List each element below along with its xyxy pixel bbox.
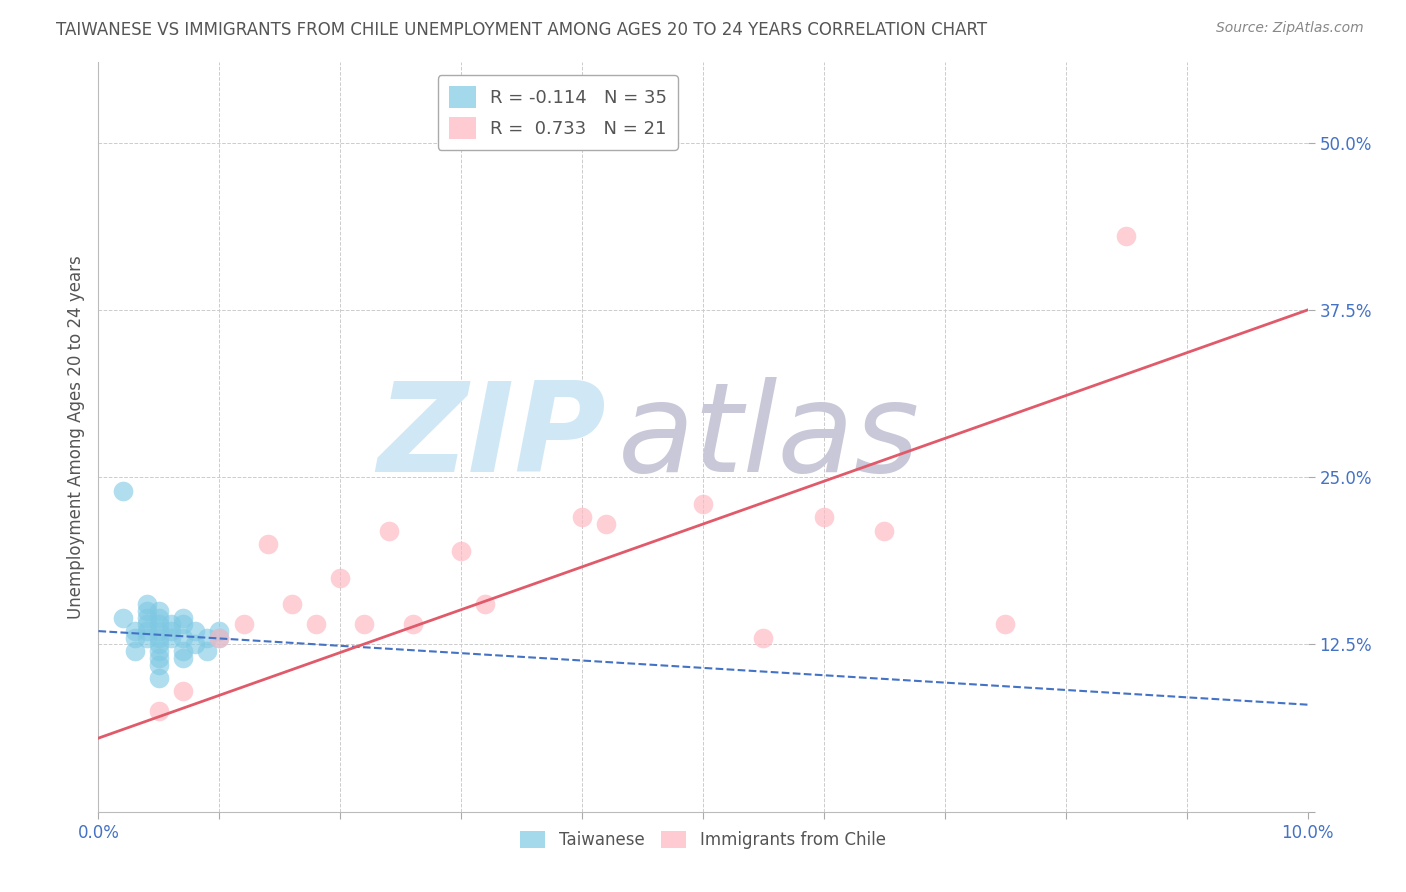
- Text: TAIWANESE VS IMMIGRANTS FROM CHILE UNEMPLOYMENT AMONG AGES 20 TO 24 YEARS CORREL: TAIWANESE VS IMMIGRANTS FROM CHILE UNEMP…: [56, 21, 987, 38]
- Point: [752, 631, 775, 645]
- Point: [184, 624, 207, 639]
- Point: [208, 624, 231, 639]
- Point: [571, 510, 593, 524]
- Point: [474, 598, 496, 612]
- Point: [184, 637, 207, 651]
- Point: [208, 631, 231, 645]
- Point: [148, 671, 170, 685]
- Point: [208, 631, 231, 645]
- Point: [111, 611, 134, 625]
- Point: [148, 624, 170, 639]
- Point: [124, 631, 146, 645]
- Point: [135, 617, 157, 632]
- Point: [256, 537, 278, 551]
- Point: [135, 624, 157, 639]
- Point: [148, 631, 170, 645]
- Point: [377, 524, 399, 538]
- Point: [124, 644, 146, 658]
- Text: Source: ZipAtlas.com: Source: ZipAtlas.com: [1216, 21, 1364, 35]
- Point: [135, 598, 157, 612]
- Y-axis label: Unemployment Among Ages 20 to 24 years: Unemployment Among Ages 20 to 24 years: [66, 255, 84, 619]
- Point: [148, 617, 170, 632]
- Point: [160, 624, 183, 639]
- Point: [195, 631, 218, 645]
- Text: ZIP: ZIP: [378, 376, 606, 498]
- Point: [148, 611, 170, 625]
- Point: [160, 631, 183, 645]
- Point: [195, 644, 218, 658]
- Point: [148, 604, 170, 618]
- Point: [692, 497, 714, 511]
- Point: [148, 644, 170, 658]
- Point: [353, 617, 375, 632]
- Point: [135, 611, 157, 625]
- Point: [873, 524, 896, 538]
- Point: [329, 571, 352, 585]
- Point: [450, 543, 472, 558]
- Point: [124, 624, 146, 639]
- Point: [281, 598, 304, 612]
- Point: [172, 684, 194, 698]
- Point: [148, 657, 170, 672]
- Point: [1115, 229, 1137, 244]
- Point: [172, 611, 194, 625]
- Point: [813, 510, 835, 524]
- Point: [595, 517, 617, 532]
- Point: [160, 617, 183, 632]
- Point: [232, 617, 254, 632]
- Point: [402, 617, 425, 632]
- Point: [305, 617, 328, 632]
- Point: [172, 651, 194, 665]
- Point: [135, 604, 157, 618]
- Point: [172, 631, 194, 645]
- Point: [172, 617, 194, 632]
- Point: [148, 705, 170, 719]
- Point: [148, 651, 170, 665]
- Point: [148, 637, 170, 651]
- Point: [172, 644, 194, 658]
- Text: atlas: atlas: [619, 376, 921, 498]
- Point: [994, 617, 1017, 632]
- Point: [135, 631, 157, 645]
- Point: [111, 483, 134, 498]
- Legend: Taiwanese, Immigrants from Chile: Taiwanese, Immigrants from Chile: [513, 824, 893, 855]
